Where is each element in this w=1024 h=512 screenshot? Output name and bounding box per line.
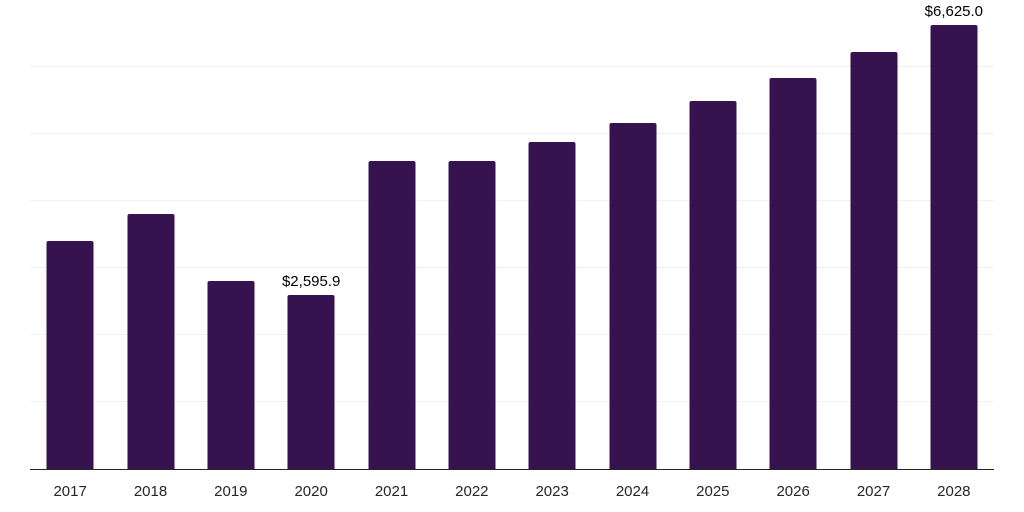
bar-2027	[850, 52, 897, 469]
bar-2024	[609, 122, 656, 469]
bar-2021	[368, 160, 415, 469]
bar-2028	[930, 25, 978, 469]
bar-2025	[689, 100, 737, 469]
bar-2022	[448, 161, 496, 469]
x-axis-line	[30, 468, 994, 470]
gridline-1000	[30, 401, 994, 402]
x-tick-label-2019: 2019	[214, 483, 248, 500]
bar-2017	[46, 240, 94, 469]
x-tick-label-2020: 2020	[294, 483, 328, 500]
data-label-2028: $6,625.0	[924, 3, 984, 21]
data-label-2020: $2,595.9	[281, 273, 341, 291]
x-tick-label-2022: 2022	[455, 483, 489, 500]
bar-2023	[528, 142, 576, 469]
x-tick-label-2023: 2023	[535, 483, 569, 500]
x-tick-label-2027: 2027	[856, 483, 891, 500]
plot-area: $2,595.9 $6,625.0	[30, 0, 994, 470]
x-tick-label-2021: 2021	[374, 483, 409, 500]
gridline-2000	[30, 334, 994, 335]
gridline-6000	[30, 66, 994, 67]
gridline-5000	[30, 133, 994, 134]
bar-2020	[287, 295, 335, 469]
bar-2018	[127, 213, 174, 469]
x-tick-label-2026: 2026	[776, 483, 810, 500]
x-tick-label-2017: 2017	[53, 483, 87, 500]
gridline-3000	[30, 267, 994, 268]
x-tick-label-2018: 2018	[133, 483, 168, 500]
bar-2019	[207, 280, 255, 469]
bar-2026	[769, 77, 817, 469]
x-tick-label-2025: 2025	[696, 483, 730, 500]
x-tick-label-2028: 2028	[937, 483, 971, 500]
x-axis: 2017 2018 2019 2020 2021 2022 2023 2024 2025 2026…	[30, 469, 994, 512]
x-tick-label-2024: 2024	[615, 483, 650, 500]
gridline-4000	[30, 200, 994, 201]
